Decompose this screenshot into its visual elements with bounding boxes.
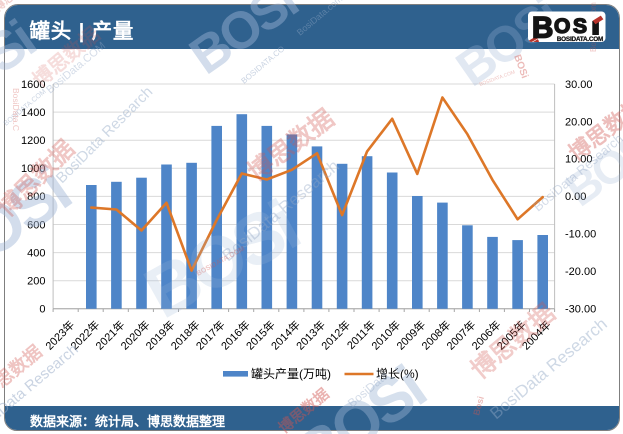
- svg-text:-20.00: -20.00: [565, 266, 596, 278]
- svg-text:罐头产量(万吨): 罐头产量(万吨): [251, 367, 331, 381]
- svg-text:10.00: 10.00: [565, 154, 593, 166]
- svg-text:0.00: 0.00: [565, 191, 586, 203]
- svg-text:-10.00: -10.00: [565, 229, 596, 241]
- svg-text:1400: 1400: [21, 107, 45, 119]
- svg-text:30.00: 30.00: [565, 79, 593, 91]
- svg-text:2004年: 2004年: [519, 318, 554, 353]
- svg-text:1000: 1000: [21, 163, 45, 175]
- svg-text:1600: 1600: [21, 79, 45, 91]
- svg-text:20.00: 20.00: [565, 116, 593, 128]
- svg-text:-30.00: -30.00: [565, 304, 596, 316]
- svg-text:增长(%): 增长(%): [376, 367, 419, 381]
- svg-text:600: 600: [27, 219, 45, 231]
- svg-text:200: 200: [27, 276, 45, 288]
- svg-text:400: 400: [27, 247, 45, 259]
- svg-text:1200: 1200: [21, 135, 45, 147]
- svg-text:800: 800: [27, 191, 45, 203]
- svg-text:0: 0: [39, 304, 45, 316]
